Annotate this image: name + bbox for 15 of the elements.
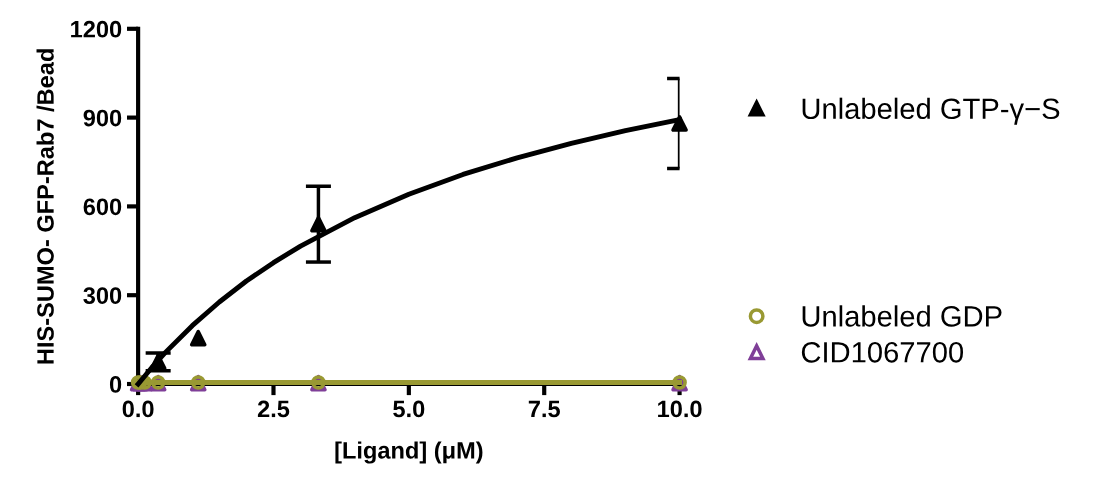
y-tick-label: 300 (83, 287, 122, 305)
x-tick-label: 0.0 (122, 400, 154, 418)
x-axis-title: [Ligand] (μM) (335, 441, 483, 464)
y-tick-label: 1200 (71, 20, 122, 38)
x-tick-label: 5.0 (393, 400, 425, 418)
y-tick-label: 600 (83, 198, 122, 216)
legend-label: Unlabeled GDP (802, 305, 1002, 327)
y-tick-label: 900 (83, 109, 122, 127)
x-tick-label: 7.5 (528, 400, 560, 418)
x-tick-label: 10.0 (658, 400, 702, 418)
legend-label: Unlabeled GTP-γ−S (802, 97, 1060, 125)
y-axis-title: HIS-SUMO- GFP-Rab7 /Bead (36, 49, 55, 364)
legend-label: CID1067700 (801, 341, 964, 363)
y-tick-label: 0 (109, 376, 122, 393)
x-tick-label: 2.5 (257, 400, 290, 418)
